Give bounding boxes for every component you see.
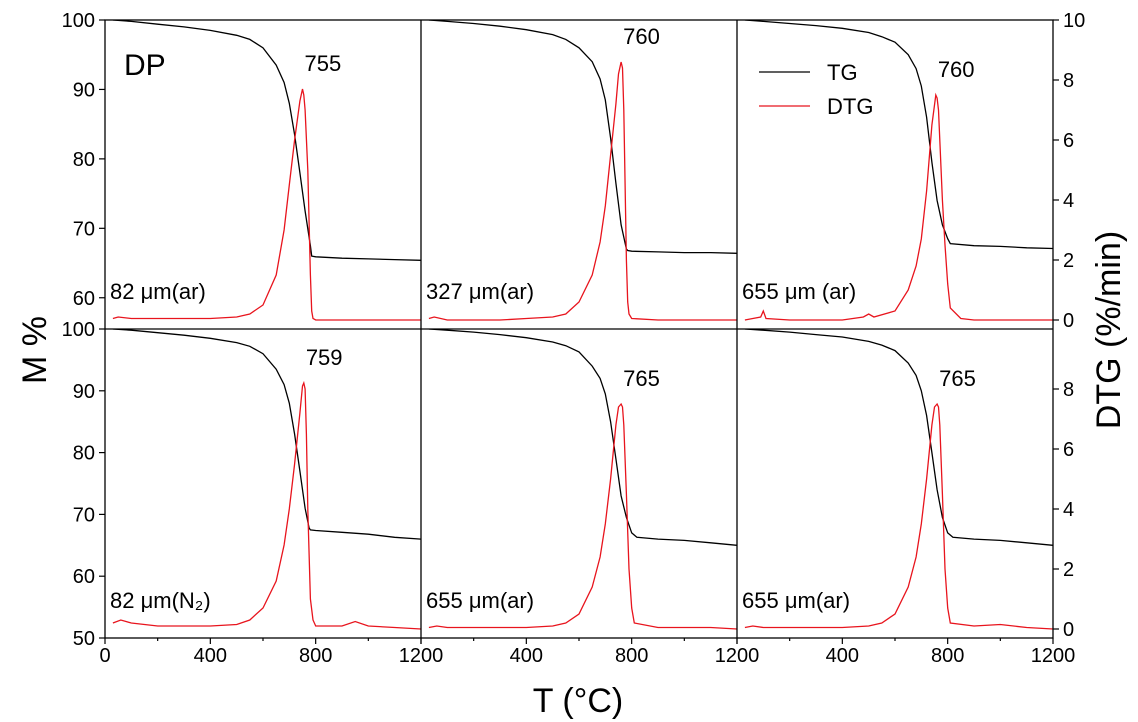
- y-right-tick-label: 10: [1063, 10, 1085, 32]
- panel-condition-label: 82 μm(ar): [110, 279, 206, 304]
- y-left-tick-label: 60: [73, 566, 95, 588]
- y-right-tick-label: 4: [1063, 190, 1074, 212]
- peak-temperature-label: 760: [623, 24, 660, 49]
- x-tick-label: 1200: [715, 645, 760, 667]
- tg-series-line: [428, 329, 737, 546]
- y-right-tick-label: 6: [1063, 439, 1074, 461]
- panel-1-1: [428, 329, 737, 630]
- tg-series-line: [112, 329, 421, 540]
- y-right-tick-label: 8: [1063, 379, 1074, 401]
- x-tick-label: 800: [299, 645, 332, 667]
- x-tick-label: 400: [510, 645, 543, 667]
- tg-series-line: [744, 20, 1053, 250]
- x-tick-label: 1200: [1031, 645, 1076, 667]
- peak-temperature-label: 760: [938, 57, 975, 82]
- panel-1-2: [744, 329, 1053, 630]
- peak-temperature-label: 759: [306, 345, 343, 370]
- tg-series-line: [112, 20, 421, 261]
- x-tick-label: 1200: [399, 645, 444, 667]
- y-right-tick-label: 2: [1063, 559, 1074, 581]
- legend-dtg-label: DTG: [827, 94, 873, 119]
- dtg-series-line: [428, 61, 737, 321]
- dtg-series-line: [744, 402, 1053, 630]
- y-right-tick-label: 0: [1063, 310, 1074, 332]
- x-tick-label: 400: [826, 645, 859, 667]
- y-right-tick-label: 0: [1063, 619, 1074, 641]
- dtg-series-line: [428, 402, 737, 630]
- dtg-series-line: [112, 88, 421, 321]
- y-left-tick-label: 80: [73, 443, 95, 465]
- y-left-tick-label: 80: [73, 149, 95, 171]
- y-left-tick-label: 50: [73, 628, 95, 650]
- y-left-tick-label: 100: [62, 10, 95, 32]
- plot-panels: 755 82 μm(ar) 760 327 μm(ar) 760 655 μm (ar) 7…: [110, 20, 1053, 630]
- legend-tg-label: TG: [827, 60, 858, 85]
- axes-layer: 0 400 800 1200 400 800 1200 400 800 1200100908070…: [62, 10, 1086, 667]
- y-right-tick-label: 8: [1063, 70, 1074, 92]
- tg-series-line: [744, 329, 1053, 546]
- y-axis-right-title: DTG (%/min): [1090, 231, 1128, 429]
- panel-0-2: [744, 20, 1053, 321]
- y-right-tick-label: 6: [1063, 130, 1074, 152]
- peak-temperature-label: 755: [305, 51, 342, 76]
- y-left-tick-label: 100: [62, 319, 95, 341]
- y-left-tick-label: 90: [73, 79, 95, 101]
- panel-0-1: [428, 20, 737, 321]
- y-left-tick-label: 70: [73, 218, 95, 240]
- peak-temperature-label: 765: [939, 366, 976, 391]
- panel-condition-label: 655 μm(ar): [742, 588, 850, 613]
- tg-series-line: [428, 20, 737, 254]
- x-tick-label: 800: [615, 645, 648, 667]
- panel-1-0: [112, 329, 421, 630]
- x-tick-label: 800: [931, 645, 964, 667]
- x-tick-label: 0: [99, 645, 110, 667]
- y-axis-left-title: M %: [16, 316, 54, 384]
- x-tick-label: 400: [194, 645, 227, 667]
- panel-condition-label: 655 μm(ar): [426, 588, 534, 613]
- panel-condition-label: 327 μm(ar): [426, 279, 534, 304]
- x-axis-title: T (°C): [533, 682, 623, 720]
- y-left-tick-label: 70: [73, 504, 95, 526]
- panel-condition-label: 655 μm (ar): [742, 279, 856, 304]
- y-right-tick-label: 4: [1063, 499, 1074, 521]
- panel-condition-label: 82 μm(N₂): [110, 588, 211, 613]
- dtg-series-line: [744, 92, 1053, 321]
- y-left-tick-label: 60: [73, 288, 95, 310]
- dtg-series-line: [112, 380, 421, 630]
- sample-label: DP: [124, 49, 166, 82]
- y-left-tick-label: 90: [73, 381, 95, 403]
- legend: TG DTG: [759, 60, 873, 119]
- y-right-tick-label: 2: [1063, 250, 1074, 272]
- peak-temperature-label: 765: [623, 366, 660, 391]
- panel-0-0: [112, 20, 421, 321]
